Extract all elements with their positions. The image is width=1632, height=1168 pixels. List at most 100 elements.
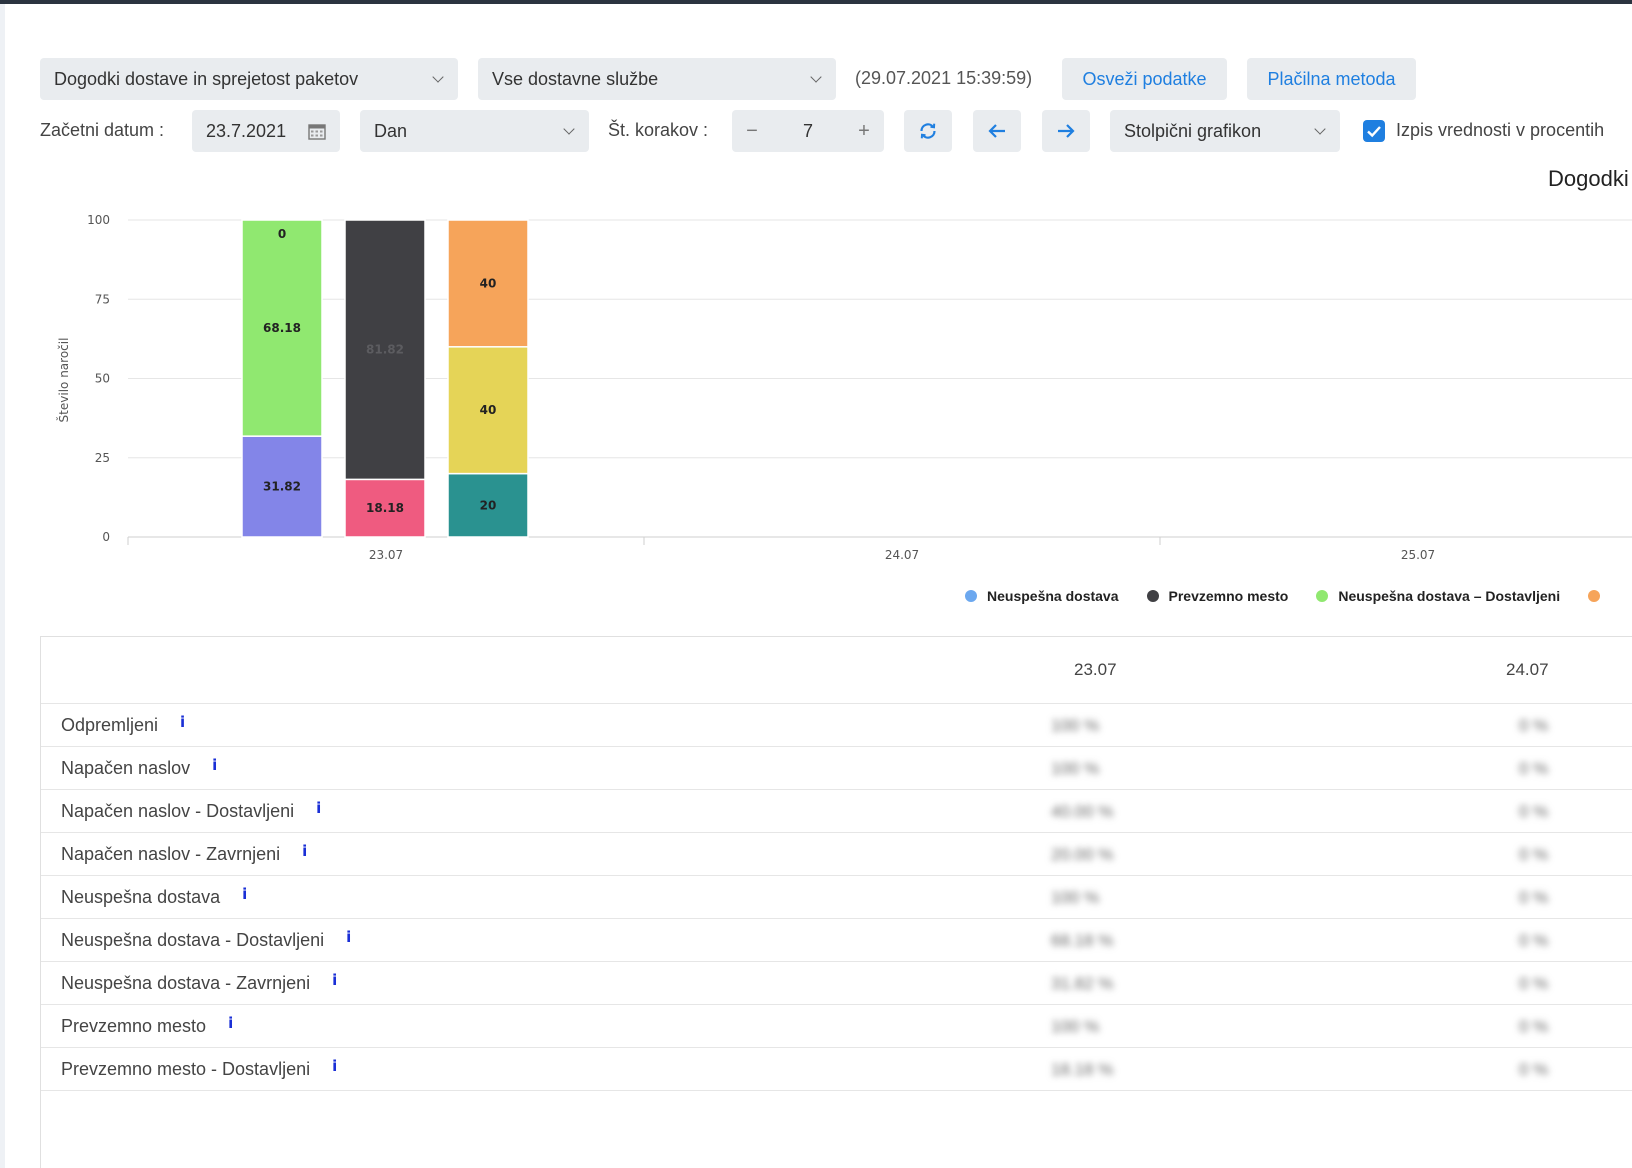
bar-data-label: 40 — [480, 403, 497, 417]
info-icon[interactable]: i — [346, 928, 352, 946]
table-row: Prevzemno mesto i 100 % 0 % — [41, 1005, 1632, 1048]
bar-segment — [344, 219, 426, 481]
table-cell: 31.82 % — [1051, 974, 1114, 993]
table-cell: 100 % — [1051, 1017, 1100, 1036]
next-button[interactable] — [1042, 110, 1090, 152]
x-tick-label: 24.07 — [885, 548, 919, 562]
column-header: 24.07 — [1506, 660, 1549, 679]
chart-type-select[interactable]: Stolpični grafikon — [1110, 110, 1340, 152]
decrement-button[interactable]: − — [746, 119, 758, 142]
legend-item[interactable]: Neuspešna dostava — [965, 588, 1119, 604]
table-row: Neuspešna dostava i 100 % 0 % — [41, 876, 1632, 919]
legend-item[interactable]: Neuspešna dostava – Dostavljeni — [1316, 588, 1560, 604]
bar-data-label: 40 — [480, 276, 497, 290]
legend-label: Neuspešna dostava – Dostavljeni — [1338, 588, 1561, 604]
y-tick-label: 0 — [102, 530, 110, 544]
table-cell: 0 % — [1519, 1060, 1549, 1079]
table-row: Odpremljeni i 100 % 0 % — [41, 704, 1632, 747]
calendar-icon[interactable] — [308, 122, 326, 140]
start-date-value: 23.7.2021 — [206, 120, 287, 141]
left-edge — [0, 4, 5, 1168]
bar-data-label: 20 — [480, 498, 497, 512]
window-top-bar — [0, 0, 1632, 4]
y-tick-label: 25 — [95, 451, 110, 465]
bar-segment — [447, 219, 529, 348]
period-select-label: Dan — [374, 120, 408, 141]
info-icon[interactable]: i — [228, 1014, 234, 1032]
info-icon[interactable]: i — [332, 1057, 338, 1075]
info-icon[interactable]: i — [302, 842, 308, 860]
x-tick-label: 25.07 — [1401, 548, 1435, 562]
bar-data-label: 0 — [278, 227, 286, 241]
bar-data-label: 31.82 — [263, 480, 301, 494]
info-icon[interactable]: i — [180, 713, 186, 731]
refresh-data-button[interactable]: Osveži podatke — [1062, 58, 1227, 100]
service-select-label: Vse dostavne službe — [492, 68, 659, 89]
checkmark-icon — [1367, 126, 1381, 138]
x-tick-label: 23.07 — [369, 548, 403, 562]
table-cell: 0 % — [1519, 845, 1549, 864]
table-cell: 0 % — [1519, 931, 1549, 950]
y-axis-title: Število naročil — [56, 338, 71, 423]
table-cell: 68.18 % — [1051, 931, 1114, 950]
arrow-left-icon — [988, 124, 1005, 138]
info-icon[interactable]: i — [242, 885, 248, 903]
table-cell: 100 % — [1051, 716, 1100, 735]
bar-data-label: 18.18 — [366, 501, 404, 515]
chart-type-label: Stolpični grafikon — [1124, 120, 1262, 141]
legend-dot-icon — [1316, 590, 1329, 602]
table-cell: 100 % — [1051, 759, 1100, 778]
legend-item[interactable]: Prevzemno mesto — [1146, 588, 1289, 604]
bar-segment — [241, 219, 323, 437]
table-cell: 0 % — [1519, 759, 1549, 778]
last-update-timestamp: (29.07.2021 15:39:59) — [855, 68, 1033, 88]
legend-dot-icon — [1146, 590, 1159, 602]
y-tick-label: 50 — [95, 372, 110, 386]
row-label-text: Napačen naslov - Dostavljeni — [61, 801, 295, 821]
row-label-text: Napačen naslov — [61, 758, 191, 778]
legend-label: Neuspešna dostava — [987, 588, 1119, 604]
row-label: Prevzemno mesto - Dostavljeni i — [61, 1057, 338, 1080]
steps-stepper[interactable]: − 7 + — [732, 110, 884, 152]
reload-button[interactable] — [904, 110, 952, 152]
info-icon[interactable]: i — [316, 799, 322, 817]
info-icon[interactable]: i — [212, 756, 218, 774]
row-label: Napačen naslov - Zavrnjeni i — [61, 842, 308, 865]
table-row: Neuspešna dostava - Dostavljeni i 68.18 % 0… — [41, 919, 1632, 962]
table-row: Napačen naslov - Dostavljeni i 40.00 % 0 % — [41, 790, 1632, 833]
row-label: Neuspešna dostava i — [61, 885, 248, 908]
start-date-input[interactable]: 23.7.2021 — [192, 110, 340, 152]
steps-value[interactable]: 7 — [802, 120, 813, 141]
table-row: Napačen naslov - Zavrnjeni i 20.00 % 0 % — [41, 833, 1632, 876]
table-cell: 40.00 % — [1051, 802, 1114, 821]
chart-title: Dogodki — [1548, 166, 1629, 191]
report-select[interactable]: Dogodki dostave in sprejetost paketov — [40, 58, 458, 100]
legend-label: Prevzemno mesto — [1168, 588, 1289, 604]
row-label-text: Prevzemno mesto — [61, 1016, 207, 1036]
table-row: Napačen naslov i 100 % 0 % — [41, 747, 1632, 790]
row-label-text: Neuspešna dostava - Dostavljeni — [61, 930, 325, 950]
table-cell: 0 % — [1519, 802, 1549, 821]
legend-dot-icon[interactable] — [1588, 590, 1601, 602]
row-label-text: Odpremljeni — [61, 715, 159, 735]
bar-segment — [447, 346, 529, 475]
percent-checkbox[interactable] — [1363, 120, 1385, 142]
payment-method-button[interactable]: Plačilna metoda — [1247, 58, 1416, 100]
legend-dot-icon — [965, 590, 977, 602]
bar-segment — [241, 435, 323, 538]
increment-button[interactable]: + — [858, 119, 870, 142]
y-tick-label: 75 — [95, 292, 110, 306]
chart-legend: Neuspešna dostava Prevzemno mesto Neuspešn… — [965, 588, 1610, 604]
period-select[interactable]: Dan — [360, 110, 589, 152]
row-label: Napačen naslov i — [61, 756, 218, 779]
info-icon[interactable]: i — [332, 971, 338, 989]
service-select[interactable]: Vse dostavne službe — [478, 58, 836, 100]
table-cell: 0 % — [1519, 888, 1549, 907]
table-row: Neuspešna dostava - Zavrnjeni i 31.82 % 0 % — [41, 962, 1632, 1005]
arrow-right-icon — [1058, 124, 1075, 138]
table-cell: 20.00 % — [1051, 845, 1114, 864]
row-label-text: Prevzemno mesto - Dostavljeni — [61, 1059, 311, 1079]
previous-button[interactable] — [973, 110, 1021, 152]
table-cell: 18.18 % — [1051, 1060, 1114, 1079]
table-cell: 0 % — [1519, 716, 1549, 735]
